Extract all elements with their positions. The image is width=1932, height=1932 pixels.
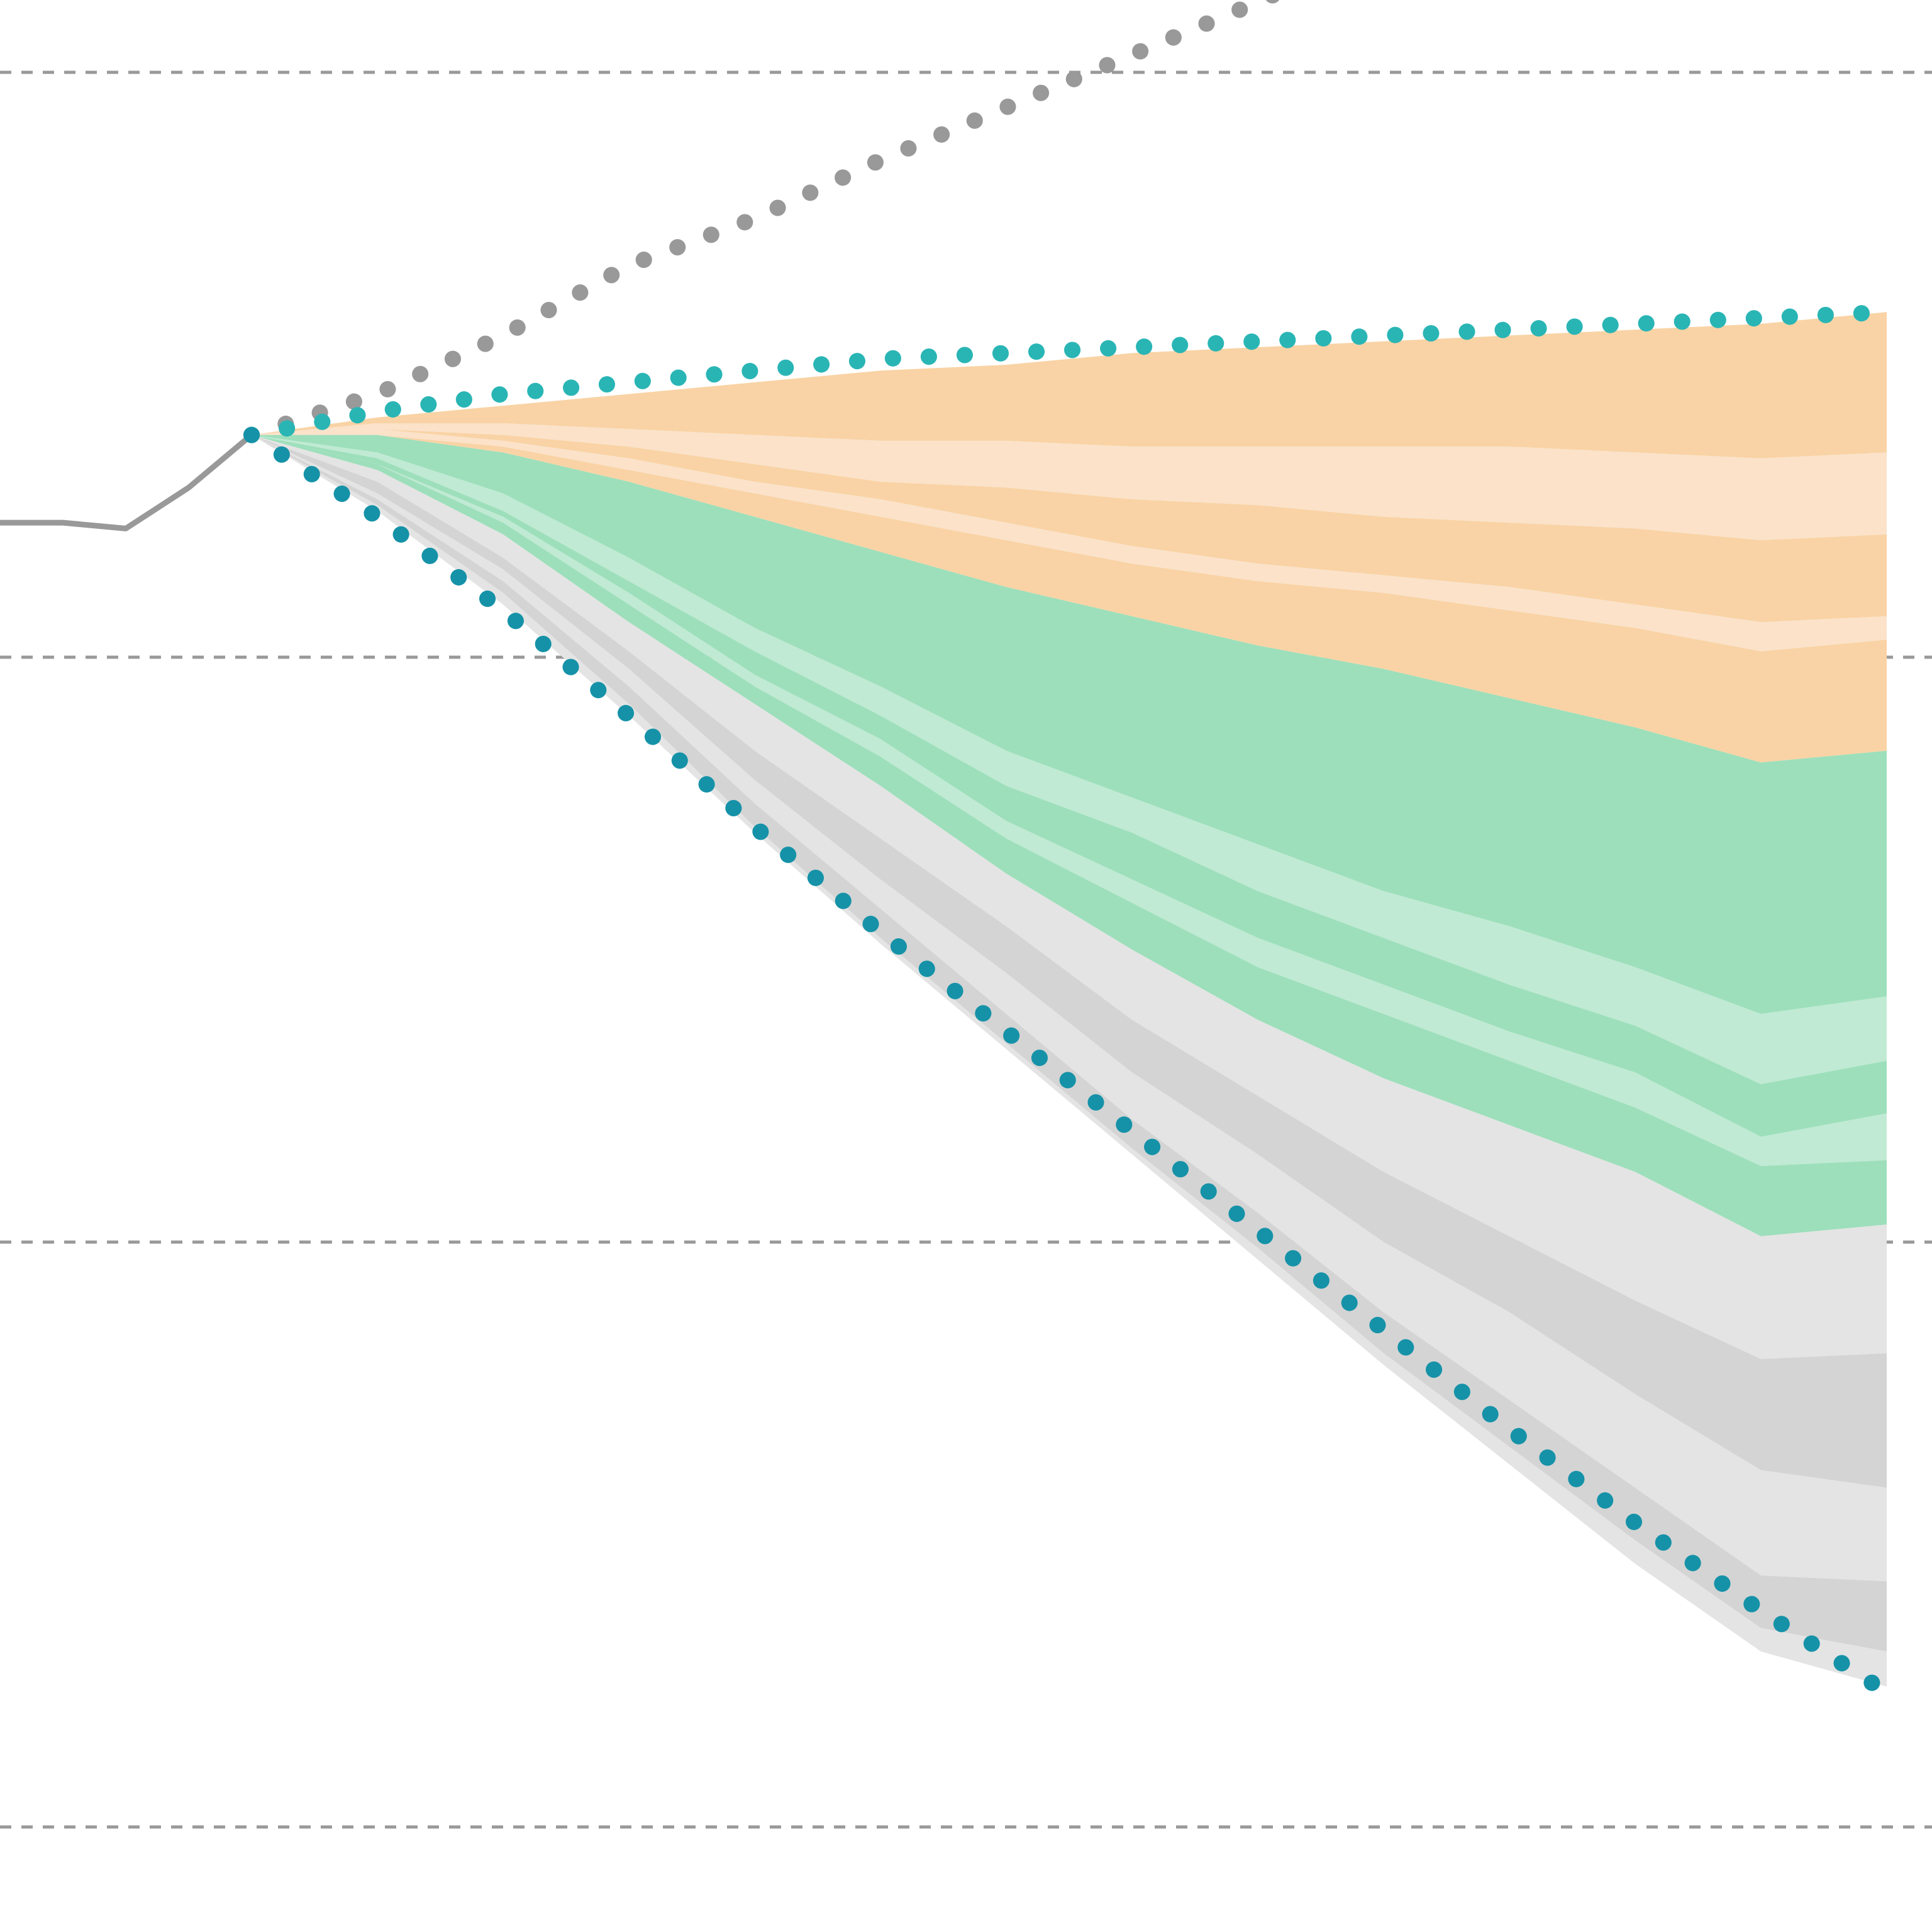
- dotted-path-teal: [243, 304, 1895, 443]
- area-band-green_dark_1: [252, 435, 1887, 1014]
- area-band-orange_dark_2: [252, 429, 1887, 623]
- dotted-paths: [243, 0, 1895, 1701]
- history-line: [0, 432, 255, 531]
- area-band-orange_dark_1: [252, 312, 1887, 458]
- area-band-green_light_2: [252, 435, 1887, 1167]
- area-band-gray_light_1: [252, 435, 1887, 1359]
- area-band-orange_light_2: [252, 429, 1887, 652]
- area-band-green_dark_3: [252, 435, 1887, 1236]
- dotted-path-blue: [243, 426, 1895, 1701]
- area-band-orange_light_1: [252, 423, 1887, 540]
- area-band-orange_dark_3: [252, 435, 1887, 763]
- history-series: [0, 432, 255, 531]
- stacked-areas: [252, 312, 1887, 1687]
- area-band-green_light_1: [252, 435, 1887, 1084]
- area-band-gray_dark_1: [252, 435, 1887, 1488]
- area-band-gray_light_2: [252, 435, 1887, 1582]
- area-band-green_dark_2: [252, 435, 1887, 1137]
- dotted-path-gray: [243, 0, 1282, 443]
